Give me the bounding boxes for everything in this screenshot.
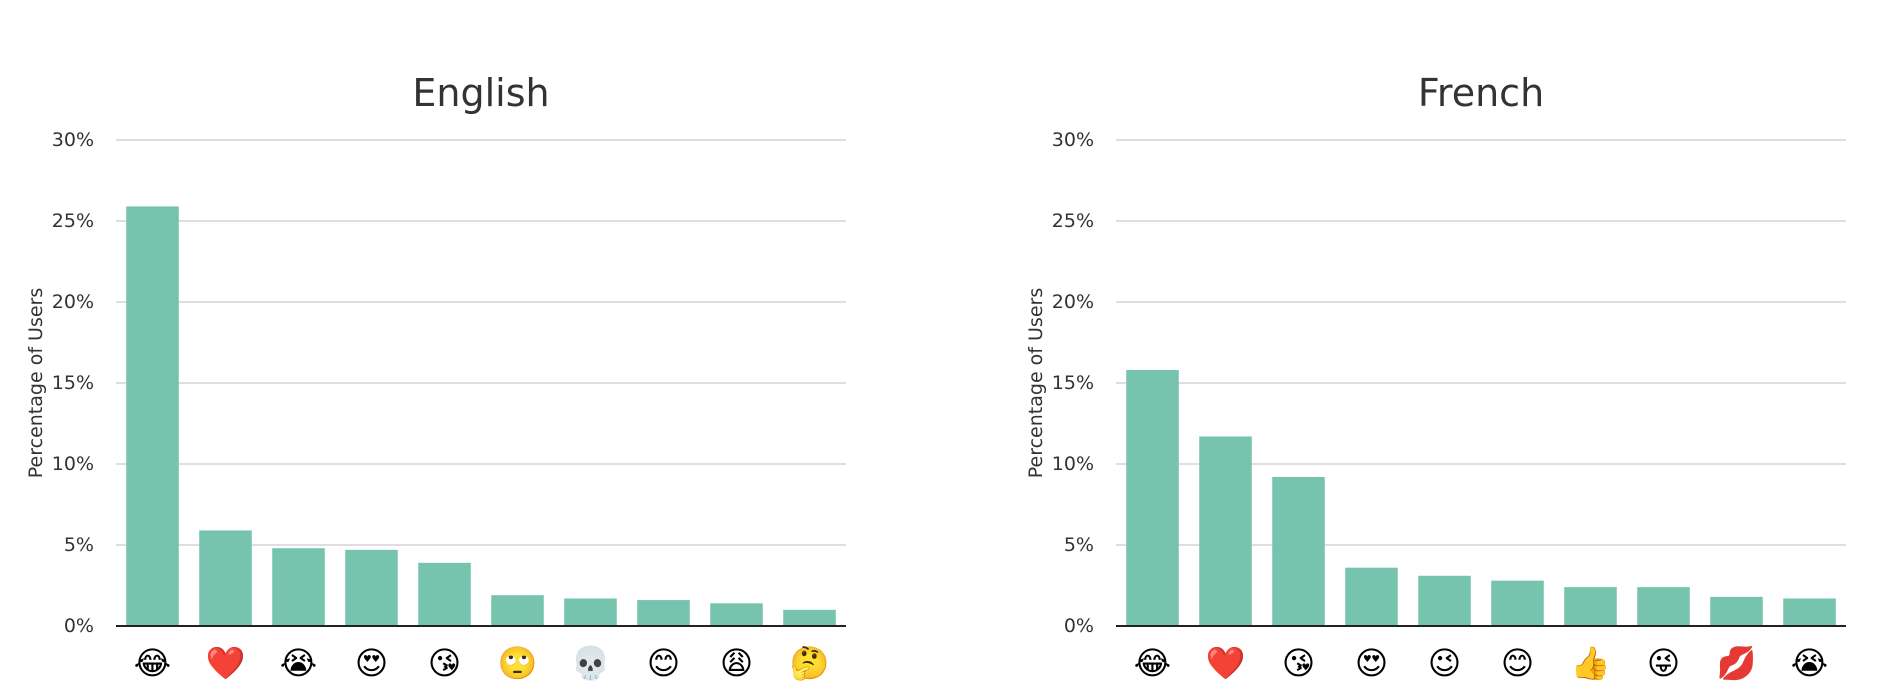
x-tick-label: 😘 bbox=[1282, 644, 1315, 682]
french-chart: French Percentage of Users 0% 5% 10% 15% 20%… bbox=[1025, 71, 1846, 682]
bar bbox=[1199, 436, 1252, 626]
y-tick-label: 5% bbox=[1064, 534, 1094, 556]
bar bbox=[272, 548, 325, 626]
y-tick-label: 15% bbox=[52, 372, 94, 394]
y-tick-label: 25% bbox=[52, 210, 94, 232]
y-tick-label: 5% bbox=[64, 534, 94, 556]
chart-title: English bbox=[412, 71, 549, 115]
x-tick-label: 😩 bbox=[720, 644, 753, 682]
chart-title: French bbox=[1418, 71, 1544, 115]
y-axis-label: Percentage of Users bbox=[25, 288, 47, 478]
x-tick-label: 😊 bbox=[647, 644, 680, 682]
bar bbox=[1637, 587, 1690, 626]
x-tick-label: 😊 bbox=[1501, 644, 1534, 682]
y-tick-label: 10% bbox=[52, 453, 94, 475]
x-tick-label: 😭 bbox=[1791, 644, 1828, 682]
y-tick-label: 30% bbox=[52, 129, 94, 151]
gridlines bbox=[1116, 139, 1846, 546]
x-tick-label: 😂 bbox=[134, 644, 171, 682]
x-tick-label: 😭 bbox=[280, 644, 317, 682]
bar bbox=[637, 600, 690, 626]
y-tick-label: 0% bbox=[64, 615, 94, 637]
x-tick-label: 😂 bbox=[1134, 644, 1171, 682]
x-tick-labels: 😂 ❤️ 😘 😍 😉 😊 👍 😜 💋 😭 bbox=[1134, 644, 1828, 682]
bar bbox=[783, 609, 836, 626]
y-tick-label: 25% bbox=[1052, 210, 1094, 232]
x-tick-label: 🤔 bbox=[790, 644, 830, 682]
y-tick-label: 20% bbox=[1052, 291, 1094, 313]
x-tick-label: 👍 bbox=[1571, 644, 1611, 682]
x-tick-labels: 😂 ❤️ 😭 😍 😘 🙄 💀 😊 😩 🤔 bbox=[134, 644, 830, 682]
bars bbox=[126, 206, 836, 627]
bar bbox=[1272, 476, 1325, 626]
bar bbox=[1564, 587, 1617, 626]
x-tick-label: 😍 bbox=[1355, 644, 1388, 682]
y-axis-label: Percentage of Users bbox=[1025, 288, 1047, 478]
x-tick-label: 😉 bbox=[1428, 644, 1461, 682]
x-tick-label: ❤️ bbox=[206, 644, 246, 682]
bar bbox=[1491, 580, 1544, 626]
y-tick-label: 20% bbox=[52, 291, 94, 313]
x-tick-label: 💋 bbox=[1717, 644, 1757, 682]
english-chart: English Percentage of Users 0% 5% 10% 15% 20… bbox=[25, 71, 846, 682]
y-tick-label: 30% bbox=[1052, 129, 1094, 151]
bar bbox=[1783, 598, 1836, 626]
y-tick-labels: 0% 5% 10% 15% 20% 25% 30% bbox=[1052, 129, 1094, 637]
bar bbox=[1710, 596, 1763, 626]
y-tick-labels: 0% 5% 10% 15% 20% 25% 30% bbox=[52, 129, 94, 637]
bar bbox=[491, 595, 544, 626]
bar bbox=[710, 603, 763, 626]
x-tick-label: 🙄 bbox=[498, 644, 538, 682]
bar bbox=[126, 206, 179, 627]
bar bbox=[1418, 575, 1471, 626]
bar bbox=[199, 530, 252, 626]
x-tick-label: 😍 bbox=[355, 644, 388, 682]
x-tick-label: 💀 bbox=[571, 644, 611, 682]
x-tick-label: ❤️ bbox=[1206, 644, 1246, 682]
bars bbox=[1126, 370, 1836, 626]
bar bbox=[1126, 370, 1179, 626]
bar bbox=[345, 549, 398, 626]
bar bbox=[418, 562, 471, 626]
x-tick-label: 😘 bbox=[428, 644, 461, 682]
y-tick-label: 15% bbox=[1052, 372, 1094, 394]
gridlines bbox=[116, 139, 846, 546]
y-tick-label: 10% bbox=[1052, 453, 1094, 475]
bar bbox=[1345, 567, 1398, 626]
bar bbox=[564, 598, 617, 626]
y-tick-label: 0% bbox=[1064, 615, 1094, 637]
x-tick-label: 😜 bbox=[1647, 644, 1680, 682]
